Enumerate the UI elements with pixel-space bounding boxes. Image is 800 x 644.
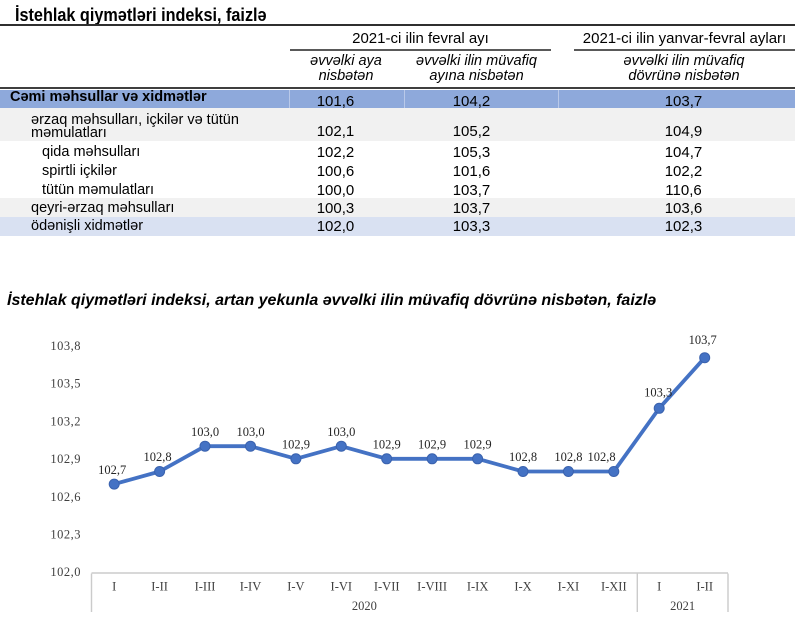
svg-text:103,7: 103,7 bbox=[689, 333, 717, 347]
svg-text:102,8: 102,8 bbox=[554, 450, 582, 464]
svg-text:102,8: 102,8 bbox=[144, 450, 172, 464]
svg-text:I-II: I-II bbox=[151, 580, 168, 594]
svg-text:102,8: 102,8 bbox=[509, 450, 537, 464]
svg-text:I-V: I-V bbox=[287, 580, 304, 594]
svg-text:I-IV: I-IV bbox=[240, 580, 262, 594]
svg-text:103,3: 103,3 bbox=[644, 386, 672, 400]
svg-text:2020: 2020 bbox=[352, 599, 377, 613]
svg-text:I-IX: I-IX bbox=[467, 580, 489, 594]
svg-text:I-VII: I-VII bbox=[374, 580, 400, 594]
svg-text:102,0: 102,0 bbox=[50, 565, 81, 579]
svg-text:102,9: 102,9 bbox=[418, 438, 446, 452]
svg-text:I: I bbox=[112, 580, 116, 594]
svg-text:I: I bbox=[657, 580, 661, 594]
svg-text:103,8: 103,8 bbox=[50, 339, 81, 353]
svg-text:102,9: 102,9 bbox=[464, 438, 492, 452]
svg-text:I-XII: I-XII bbox=[601, 580, 627, 594]
svg-text:I-XI: I-XI bbox=[558, 580, 580, 594]
svg-text:103,2: 103,2 bbox=[50, 414, 81, 428]
svg-text:I-VI: I-VI bbox=[331, 580, 353, 594]
svg-text:103,0: 103,0 bbox=[236, 425, 264, 439]
svg-text:I-II: I-II bbox=[696, 580, 713, 594]
svg-text:102,3: 102,3 bbox=[50, 528, 81, 542]
svg-text:102,9: 102,9 bbox=[50, 452, 81, 466]
svg-text:103,5: 103,5 bbox=[50, 377, 81, 391]
svg-text:103,0: 103,0 bbox=[191, 425, 219, 439]
svg-text:I-X: I-X bbox=[514, 580, 531, 594]
svg-text:103,0: 103,0 bbox=[327, 425, 355, 439]
svg-text:2021: 2021 bbox=[670, 599, 695, 613]
svg-text:I-III: I-III bbox=[195, 580, 216, 594]
svg-text:102,9: 102,9 bbox=[373, 438, 401, 452]
svg-text:102,8: 102,8 bbox=[587, 450, 615, 464]
svg-text:102,9: 102,9 bbox=[282, 438, 310, 452]
svg-text:I-VIII: I-VIII bbox=[417, 580, 447, 594]
svg-text:102,7: 102,7 bbox=[98, 463, 126, 477]
svg-text:102,6: 102,6 bbox=[50, 490, 81, 504]
